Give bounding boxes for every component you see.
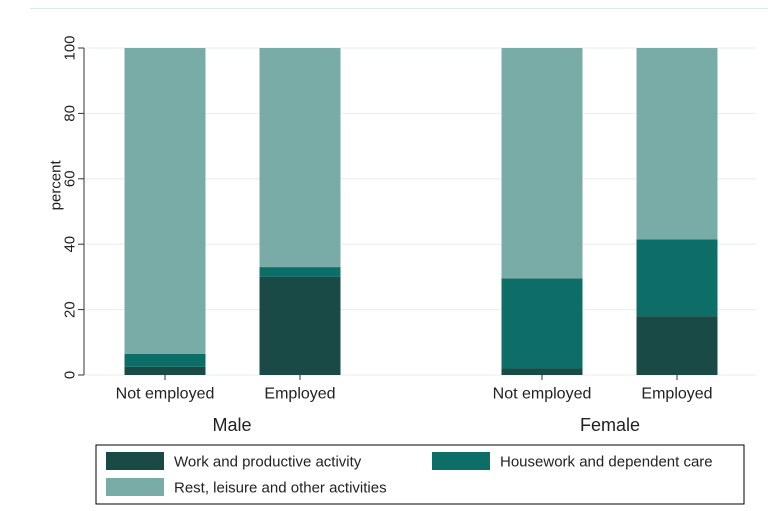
bar-segment [636,48,718,240]
top-rule [30,8,768,9]
legend-swatch [106,452,164,470]
axes: 0 20 40 60 80 100 percent [48,35,678,380]
legend-box [95,444,745,505]
group-label: Male [212,415,251,435]
legend: Work and productive activity Housework an… [95,444,745,505]
category-labels: Not employed Employed Male Not employed Empl… [116,386,713,436]
y-tick-label: 20 [62,301,79,318]
bar-segment [259,276,341,375]
bar-segment [124,366,206,375]
legend-label: Work and productive activity [174,454,362,471]
y-tick-label: 40 [62,236,79,253]
y-tick-label: 60 [62,170,79,187]
y-tick-label: 80 [62,105,79,122]
bar-segment [501,368,583,375]
bars [124,48,718,375]
y-tick-label: 100 [62,35,79,60]
legend-swatch [106,478,164,496]
bar-segment [636,316,718,375]
x-tick-label: Employed [641,386,712,403]
legend-label: Rest, leisure and other activities [174,480,387,497]
y-tick-label: 0 [62,371,79,379]
x-tick-label: Employed [264,386,335,403]
x-tick-label: Not employed [116,386,215,403]
legend-label: Housework and dependent care [500,454,713,471]
y-axis-label: percent [48,159,65,210]
x-tick-label: Not employed [493,386,592,403]
bar-segment [124,48,206,354]
bar-segment [501,278,583,369]
bar-segment [259,48,341,268]
bar-segment [501,48,583,279]
legend-swatch [432,452,490,470]
bar-segment [259,267,341,277]
bar-segment [124,353,206,367]
bar-segment [636,239,718,317]
group-label: Female [580,415,640,435]
